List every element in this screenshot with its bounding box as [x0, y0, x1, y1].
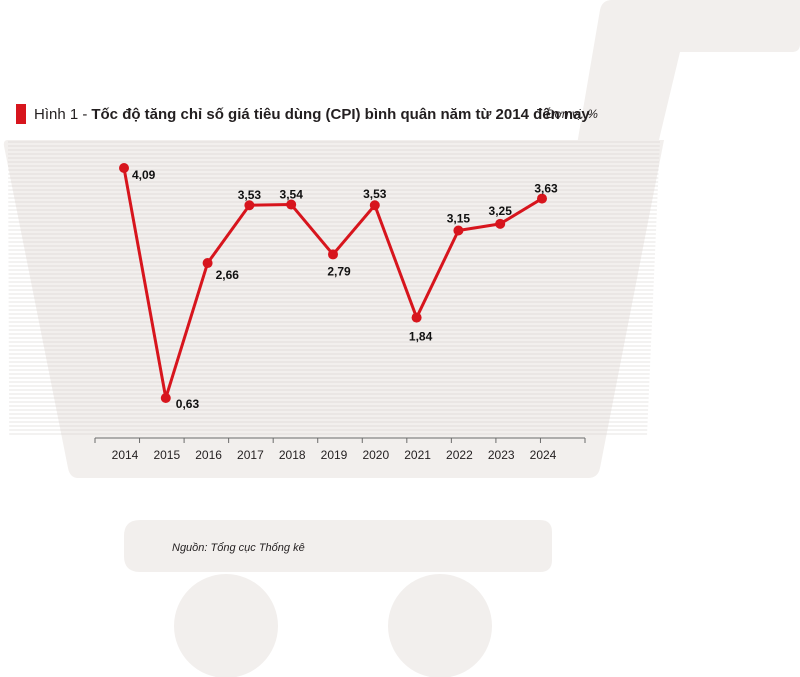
x-tick-label-2022: 2022: [446, 448, 473, 462]
x-tick-label-2018: 2018: [279, 448, 306, 462]
data-label-2015: 0,63: [176, 397, 200, 411]
data-point-2019: [328, 249, 338, 260]
data-point-2024: [537, 193, 547, 204]
x-tick-label-2017: 2017: [237, 448, 264, 462]
figure-label: Hình 1 -: [34, 105, 88, 123]
x-tick-label-2015: 2015: [153, 448, 180, 462]
unit-label: Đơn vị: %: [546, 107, 598, 121]
data-point-2014: [119, 163, 129, 173]
data-label-2017: 3,53: [238, 188, 262, 202]
x-tick-label-2024: 2024: [530, 448, 557, 462]
x-tick-label-2016: 2016: [195, 448, 222, 462]
x-axis: [94, 437, 586, 443]
data-point-2021: [411, 312, 422, 323]
data-label-2016: 2,66: [216, 268, 240, 282]
chart-header: Hình 1 - Tốc độ tăng chỉ số giá tiêu dùn…: [16, 103, 590, 125]
data-label-2019: 2,79: [327, 264, 351, 278]
cart-lower-bar: [124, 520, 552, 572]
data-point-2015: [160, 393, 171, 403]
data-label-2020: 3,53: [363, 187, 387, 201]
data-label-2014: 4,09: [132, 168, 156, 182]
series-line: [122, 167, 543, 400]
cart-wheel-left: [174, 574, 278, 677]
data-label-2024: 3,63: [534, 182, 558, 196]
x-tick-label-2021: 2021: [404, 448, 431, 462]
data-point-2018: [286, 199, 297, 210]
chart-title: Tốc độ tăng chỉ số giá tiêu dùng (CPI) b…: [91, 105, 590, 123]
cart-wheel-right: [388, 574, 492, 677]
x-tick-label-2023: 2023: [488, 448, 515, 462]
x-tick-labels: 2014 2015 2016 2017 2018 2019 2020 2021 2022 2023…: [112, 448, 557, 462]
x-tick-label-2020: 2020: [362, 448, 389, 462]
data-point-2023: [495, 218, 506, 229]
x-tick-label-2019: 2019: [321, 448, 348, 462]
data-point-2016: [202, 258, 213, 269]
data-label-2018: 3,54: [280, 188, 304, 202]
x-tick-label-2014: 2014: [112, 448, 139, 462]
title-marker: [16, 104, 26, 124]
grid-lines: [8, 141, 660, 435]
data-label-2022: 3,15: [447, 211, 471, 225]
data-label-2021: 1,84: [409, 330, 433, 344]
source-note: Nguồn: Tổng cục Thống kê: [172, 542, 305, 554]
data-point-2020: [369, 200, 380, 211]
data-point-2022: [453, 225, 464, 236]
series-cpi: 4,09 0,63 2,66 3,53 3,54 2,79 3,53 1,84 3,15 3,25…: [119, 163, 558, 411]
data-label-2023: 3,25: [489, 204, 513, 218]
data-point-2017: [244, 200, 255, 211]
